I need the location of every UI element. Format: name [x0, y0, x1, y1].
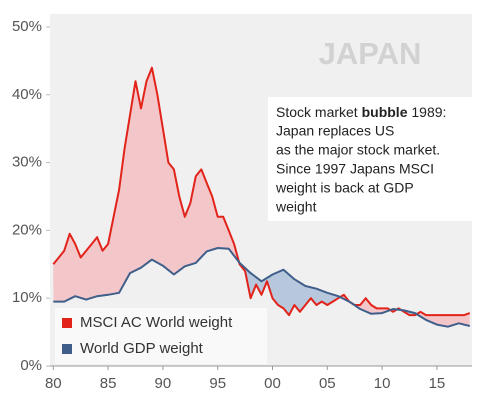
- x-tick-label: 05: [319, 375, 336, 392]
- y-tick-label: 20%: [12, 221, 42, 238]
- y-tick-label: 0%: [20, 357, 42, 374]
- y-tick-label: 10%: [12, 289, 42, 306]
- annotation-line: weight is back at GDP: [275, 180, 414, 196]
- chart-title: JAPAN: [319, 36, 422, 71]
- x-tick-label: 15: [429, 375, 446, 392]
- annotation-line: Japan replaces US: [276, 123, 394, 139]
- x-tick-label: 00: [264, 375, 281, 392]
- legend-background: [55, 308, 267, 364]
- annotation-line: weight: [275, 199, 317, 215]
- annotation-line: Stock market bubble 1989:: [276, 104, 446, 120]
- x-tick-label: 80: [45, 375, 62, 392]
- legend-label: MSCI AC World weight: [80, 314, 233, 331]
- legend-swatch: [62, 344, 72, 354]
- legend-label: World GDP weight: [80, 340, 204, 357]
- series-line: [53, 247, 471, 328]
- y-tick-label: 40%: [12, 86, 42, 103]
- annotation-text: Stock market: [276, 104, 362, 120]
- y-tick-label: 30%: [12, 154, 42, 171]
- annotation-box: [268, 97, 472, 221]
- x-tick-label: 95: [209, 375, 226, 392]
- annotation-line: as the major stock market.: [276, 142, 440, 158]
- annotation-bold: bubble: [362, 104, 408, 120]
- y-tick-label: 50%: [12, 18, 42, 35]
- annotation-text: 1989:: [407, 104, 446, 120]
- legend-swatch: [62, 318, 72, 328]
- x-tick-label: 90: [155, 375, 172, 392]
- x-tick-label: 10: [374, 375, 391, 392]
- annotation-line: Since 1997 Japans MSCI: [276, 161, 434, 177]
- x-tick-label: 85: [100, 375, 117, 392]
